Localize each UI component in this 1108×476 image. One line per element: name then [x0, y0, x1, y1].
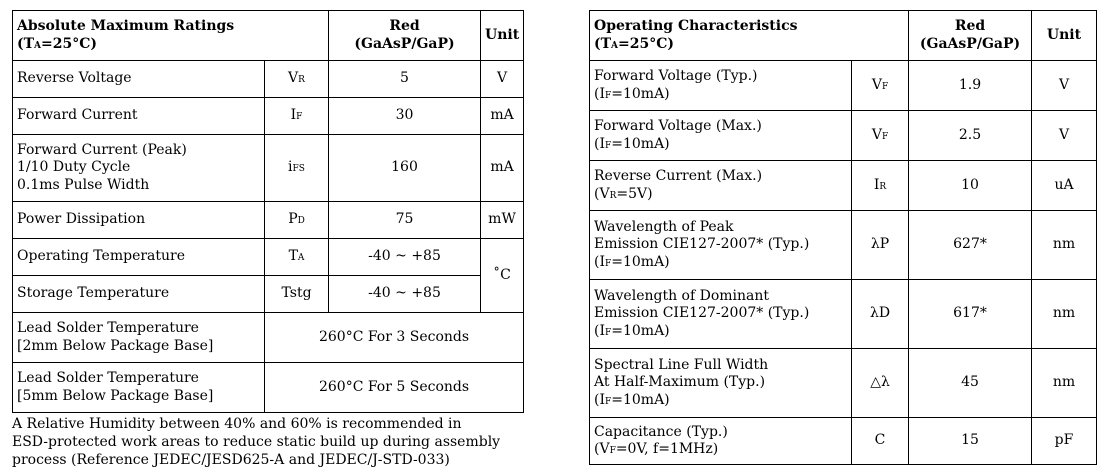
unit-cell: nm	[1032, 211, 1097, 280]
table-row: Wavelength of Dominant Emission CIE127-2…	[590, 280, 1097, 349]
table-row: Wavelength of Peak Emission CIE127-2007*…	[590, 211, 1097, 280]
unit-cell: V	[481, 61, 524, 98]
symbol-cell: IR	[852, 161, 909, 211]
param-cell: Forward Current	[13, 98, 265, 135]
characteristics-header-title: Operating Characteristics (TA=25°C)	[590, 11, 909, 61]
table-row: Power Dissipation PD 75 mW	[13, 202, 524, 239]
characteristics-condition: (TA=25°C)	[594, 36, 674, 52]
value-cell: 1.9	[909, 61, 1032, 111]
unit-cell: pF	[1032, 418, 1097, 465]
param-cell: Storage Temperature	[13, 276, 265, 313]
table-row: Spectral Line Full Width At Half-Maximum…	[590, 349, 1097, 418]
absolute-maximum-ratings-table: Absolute Maximum Ratings (TA=25°C) Red (G…	[12, 10, 524, 413]
param-cell: Reverse Voltage	[13, 61, 265, 98]
value-cell: -40 ~ +85	[329, 276, 481, 313]
table-row: Forward Voltage (Typ.) (IF=10mA) VF 1.9 …	[590, 61, 1097, 111]
symbol-cell: λP	[852, 211, 909, 280]
unit-cell: mA	[481, 135, 524, 202]
param-cell: Operating Temperature	[13, 239, 265, 276]
symbol-cell: TA	[265, 239, 329, 276]
value-cell: 10	[909, 161, 1032, 211]
table-row: Reverse Current (Max.) (VR=5V) IR 10 uA	[590, 161, 1097, 211]
characteristics-header-unit: Unit	[1032, 11, 1097, 61]
param-cell: Capacitance (Typ.) (VF=0V, f=1MHz)	[590, 418, 852, 465]
value-cell: -40 ~ +85	[329, 239, 481, 276]
symbol-cell: C	[852, 418, 909, 465]
table-row: Reverse Voltage VR 5 V	[13, 61, 524, 98]
characteristics-header-red: Red (GaAsP/GaP)	[909, 11, 1032, 61]
humidity-note: A Relative Humidity between 40% and 60% …	[12, 415, 522, 469]
table-row: Lead Solder Temperature [5mm Below Packa…	[13, 363, 524, 413]
unit-cell: V	[1032, 61, 1097, 111]
unit-cell: mA	[481, 98, 524, 135]
symbol-cell: λD	[852, 280, 909, 349]
value-cell: 617*	[909, 280, 1032, 349]
symbol-cell: Tstg	[265, 276, 329, 313]
param-cell: Forward Voltage (Max.) (IF=10mA)	[590, 111, 852, 161]
param-cell: Forward Current (Peak) 1/10 Duty Cycle 0…	[13, 135, 265, 202]
param-cell: Forward Voltage (Typ.) (IF=10mA)	[590, 61, 852, 111]
table-row: Operating Temperature TA -40 ~ +85 ˚C	[13, 239, 524, 276]
symbol-cell: iFS	[265, 135, 329, 202]
param-cell: Lead Solder Temperature [5mm Below Packa…	[13, 363, 265, 413]
unit-cell: mW	[481, 202, 524, 239]
symbol-cell: IF	[265, 98, 329, 135]
value-cell: 30	[329, 98, 481, 135]
value-cell: 627*	[909, 211, 1032, 280]
param-cell: Wavelength of Peak Emission CIE127-2007*…	[590, 211, 852, 280]
value-cell: 260°C For 5 Seconds	[265, 363, 524, 413]
param-cell: Spectral Line Full Width At Half-Maximum…	[590, 349, 852, 418]
unit-cell: nm	[1032, 349, 1097, 418]
table-row: Lead Solder Temperature [2mm Below Packa…	[13, 313, 524, 363]
ratings-header-unit: Unit	[481, 11, 524, 61]
value-cell: 260°C For 3 Seconds	[265, 313, 524, 363]
value-cell: 2.5	[909, 111, 1032, 161]
unit-cell: uA	[1032, 161, 1097, 211]
param-cell: Lead Solder Temperature [2mm Below Packa…	[13, 313, 265, 363]
symbol-cell: VR	[265, 61, 329, 98]
table-row: Storage Temperature Tstg -40 ~ +85	[13, 276, 524, 313]
ratings-title: Absolute Maximum Ratings	[17, 18, 234, 34]
value-cell: 45	[909, 349, 1032, 418]
table-row: Forward Current (Peak) 1/10 Duty Cycle 0…	[13, 135, 524, 202]
param-cell: Reverse Current (Max.) (VR=5V)	[590, 161, 852, 211]
operating-characteristics-table: Operating Characteristics (TA=25°C) Red(…	[589, 10, 1097, 465]
symbol-cell: VF	[852, 61, 909, 111]
symbol-cell: VF	[852, 111, 909, 161]
table-row: Forward Current IF 30 mA	[13, 98, 524, 135]
symbol-cell: PD	[265, 202, 329, 239]
ratings-header-red: Red (GaAsP/GaP)	[329, 11, 481, 61]
param-cell: Wavelength of Dominant Emission CIE127-2…	[590, 280, 852, 349]
unit-cell: nm	[1032, 280, 1097, 349]
value-cell: 5	[329, 61, 481, 98]
characteristics-title: Operating Characteristics	[594, 18, 797, 34]
unit-cell: V	[1032, 111, 1097, 161]
value-cell: 160	[329, 135, 481, 202]
table-row: Capacitance (Typ.) (VF=0V, f=1MHz) C 15 …	[590, 418, 1097, 465]
value-cell: 75	[329, 202, 481, 239]
ratings-header-title: Absolute Maximum Ratings (TA=25°C)	[13, 11, 329, 61]
symbol-cell: △λ	[852, 349, 909, 418]
value-cell: 15	[909, 418, 1032, 465]
param-cell: Power Dissipation	[13, 202, 265, 239]
table-row: Forward Voltage (Max.) (IF=10mA) VF 2.5 …	[590, 111, 1097, 161]
ratings-condition: (TA=25°C)	[17, 36, 97, 52]
temp-unit-cell: ˚C	[481, 239, 524, 313]
